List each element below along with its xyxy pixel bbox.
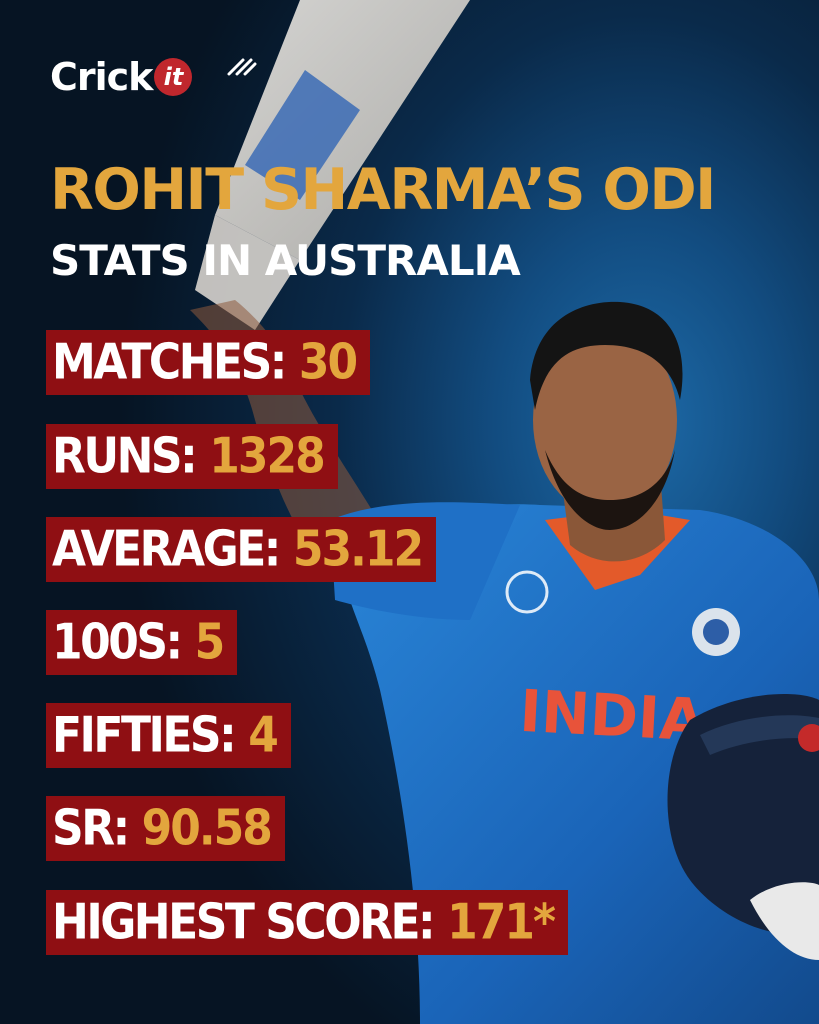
- stat-matches: MATCHES: 30: [46, 330, 371, 395]
- stat-value: 30: [298, 333, 358, 392]
- jersey-text: INDIA: [518, 677, 706, 755]
- crickit-logo: Crick it: [50, 52, 257, 102]
- logo-badge: it: [154, 58, 193, 96]
- helmet-shape: [667, 694, 819, 935]
- stat-label: FIFTIES:: [52, 706, 237, 765]
- stat-label: HIGHEST SCORE:: [52, 893, 436, 952]
- stat-value: 171*: [447, 893, 556, 952]
- stat-value: 5: [194, 613, 226, 672]
- stat-label: AVERAGE:: [52, 520, 281, 579]
- stat-label: SR:: [52, 799, 130, 858]
- stat-fifties: FIFTIES: 4: [46, 703, 291, 768]
- stat-average: AVERAGE: 53.12: [46, 517, 437, 582]
- stat-value: 1328: [209, 427, 325, 486]
- bat-shape: [195, 0, 470, 330]
- world-cup-logo: [505, 570, 549, 614]
- stat-value: 4: [248, 706, 279, 765]
- logo-text: Crick: [50, 55, 153, 99]
- stat-strike-rate: SR: 90.58: [46, 796, 285, 861]
- title-line-2: STATS IN AUSTRALIA: [50, 236, 521, 285]
- stat-label: RUNS:: [52, 427, 198, 486]
- stat-runs: RUNS: 1328: [46, 424, 338, 489]
- speed-lines-icon: [227, 58, 257, 76]
- stat-label: MATCHES:: [52, 333, 287, 392]
- stat-value: 90.58: [141, 799, 273, 858]
- stat-value: 53.12: [292, 520, 424, 579]
- stat-highest-score: HIGHEST SCORE: 171*: [46, 890, 568, 955]
- stat-label: 100S:: [52, 613, 183, 672]
- stat-hundreds: 100S: 5: [46, 610, 238, 675]
- title-line-1: ROHIT SHARMA’S ODI: [50, 157, 716, 223]
